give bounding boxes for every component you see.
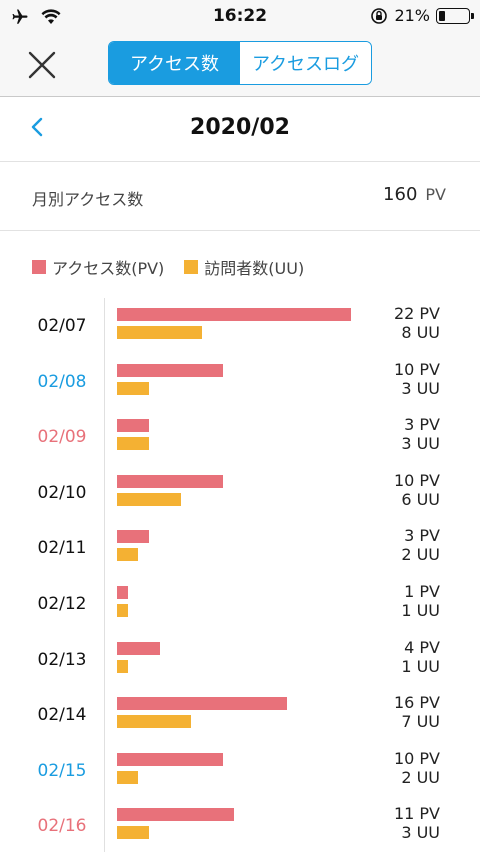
chevron-left-icon[interactable] — [26, 115, 50, 139]
close-icon[interactable] — [26, 49, 58, 81]
legend-label-uu: 訪問者数(UU) — [204, 259, 305, 278]
summary-total-unit: PV — [425, 185, 446, 204]
uu-bar — [117, 826, 149, 840]
uu-bar — [117, 604, 128, 617]
legend-item-pv: アクセス数(PV) — [32, 255, 164, 279]
pv-bar — [117, 530, 149, 544]
uu-bar — [117, 437, 149, 451]
chart-row: 02/11 3 PV 2 UU — [0, 520, 480, 576]
pv-value: 3 PV — [404, 415, 440, 435]
pv-value: 3 PV — [404, 526, 440, 546]
uu-value: 1 UU — [401, 601, 440, 620]
chart-row: 02/13 4 PV 1 UU — [0, 632, 480, 688]
uu-value: 7 UU — [401, 712, 440, 732]
daily-access-chart: 02/07 22 PV 8 UU 02/08 10 PV 3 UU 02/09 3 PV 3 U… — [0, 298, 480, 852]
uu-value: 1 UU — [401, 656, 440, 676]
status-right: 21% — [370, 6, 474, 25]
date-label: 02/15 — [37, 760, 87, 781]
uu-value: 8 UU — [401, 323, 440, 342]
pv-bar — [117, 363, 224, 377]
date-label: 02/12 — [37, 594, 87, 614]
battery-icon — [436, 7, 474, 24]
pv-value: 4 PV — [404, 637, 440, 657]
date-label: 02/09 — [37, 427, 87, 448]
pv-bar — [117, 474, 224, 488]
status-time: 16:22 — [212, 6, 268, 26]
pv-bar — [117, 641, 160, 655]
summary-label: 月別アクセス数 — [32, 190, 144, 209]
uu-value: 3 UU — [401, 434, 440, 454]
view-segmented-control: アクセス数 アクセスログ — [108, 41, 372, 85]
chart-row: 02/09 3 PV 3 UU — [0, 409, 480, 465]
legend-label-pv: アクセス数(PV) — [52, 259, 165, 278]
chart-row: 02/12 1 PV 1 UU — [0, 576, 480, 632]
date-label: 02/13 — [37, 649, 87, 670]
date-label: 02/08 — [37, 371, 87, 392]
uu-value: 6 UU — [401, 489, 440, 509]
pv-value: 10 PV — [393, 748, 440, 768]
wifi-icon — [41, 9, 61, 24]
pv-value: 1 PV — [404, 582, 440, 601]
chart-axis — [104, 298, 105, 852]
pv-bar — [117, 586, 128, 599]
date-label: 02/10 — [37, 482, 87, 503]
pv-bar — [117, 752, 224, 766]
date-label: 02/14 — [37, 705, 87, 726]
nav-bar: アクセス数 アクセスログ — [0, 34, 480, 97]
pv-value: 10 PV — [393, 470, 440, 490]
legend-item-uu: 訪問者数(UU) — [184, 255, 304, 279]
chart-row: 02/08 10 PV 3 UU — [0, 354, 480, 410]
pv-bar — [117, 808, 234, 822]
summary-total: 160 PV — [383, 184, 446, 205]
pv-bar — [117, 419, 149, 433]
uu-bar — [117, 492, 181, 506]
chart-row: 02/07 22 PV 8 UU — [0, 298, 480, 354]
pv-value: 10 PV — [393, 359, 440, 379]
uu-value: 2 UU — [401, 767, 440, 787]
chart-row: 02/15 10 PV 2 UU — [0, 743, 480, 799]
pv-value: 22 PV — [393, 304, 440, 323]
status-bar: 16:22 21% — [0, 0, 480, 34]
date-label: 02/11 — [37, 538, 87, 559]
date-label: 02/07 — [37, 316, 87, 336]
pv-value: 16 PV — [393, 693, 440, 713]
chart-legend: アクセス数(PV) 訪問者数(UU) — [32, 255, 324, 279]
pv-value: 11 PV — [393, 804, 440, 824]
legend-swatch-uu — [184, 260, 199, 274]
pv-bar — [117, 697, 288, 711]
uu-value: 2 UU — [401, 545, 440, 565]
orientation-lock-icon — [371, 7, 388, 24]
pv-bar — [117, 308, 351, 321]
uu-bar — [117, 770, 139, 784]
airplane-icon — [12, 9, 28, 24]
legend-swatch-pv — [32, 260, 46, 274]
uu-bar — [117, 659, 128, 673]
uu-bar — [117, 326, 203, 339]
month-title: 2020/02 — [190, 115, 290, 140]
uu-value: 3 UU — [401, 823, 440, 843]
uu-bar — [117, 715, 192, 729]
tab-access-log[interactable]: アクセスログ — [240, 42, 371, 84]
month-navigation: 2020/02 — [0, 97, 480, 162]
tab-access-count[interactable]: アクセス数 — [109, 42, 240, 84]
summary-total-value: 160 — [383, 184, 418, 205]
date-label: 02/16 — [37, 816, 87, 837]
monthly-summary: 月別アクセス数 160 PV — [0, 162, 480, 231]
chart-row: 02/16 11 PV 3 UU — [0, 798, 480, 854]
uu-bar — [117, 548, 139, 562]
chart-row: 02/14 16 PV 7 UU — [0, 687, 480, 743]
status-left — [9, 8, 61, 26]
chart-row: 02/10 10 PV 6 UU — [0, 465, 480, 521]
battery-percent: 21% — [394, 6, 430, 25]
uu-value: 3 UU — [401, 378, 440, 398]
uu-bar — [117, 381, 149, 395]
